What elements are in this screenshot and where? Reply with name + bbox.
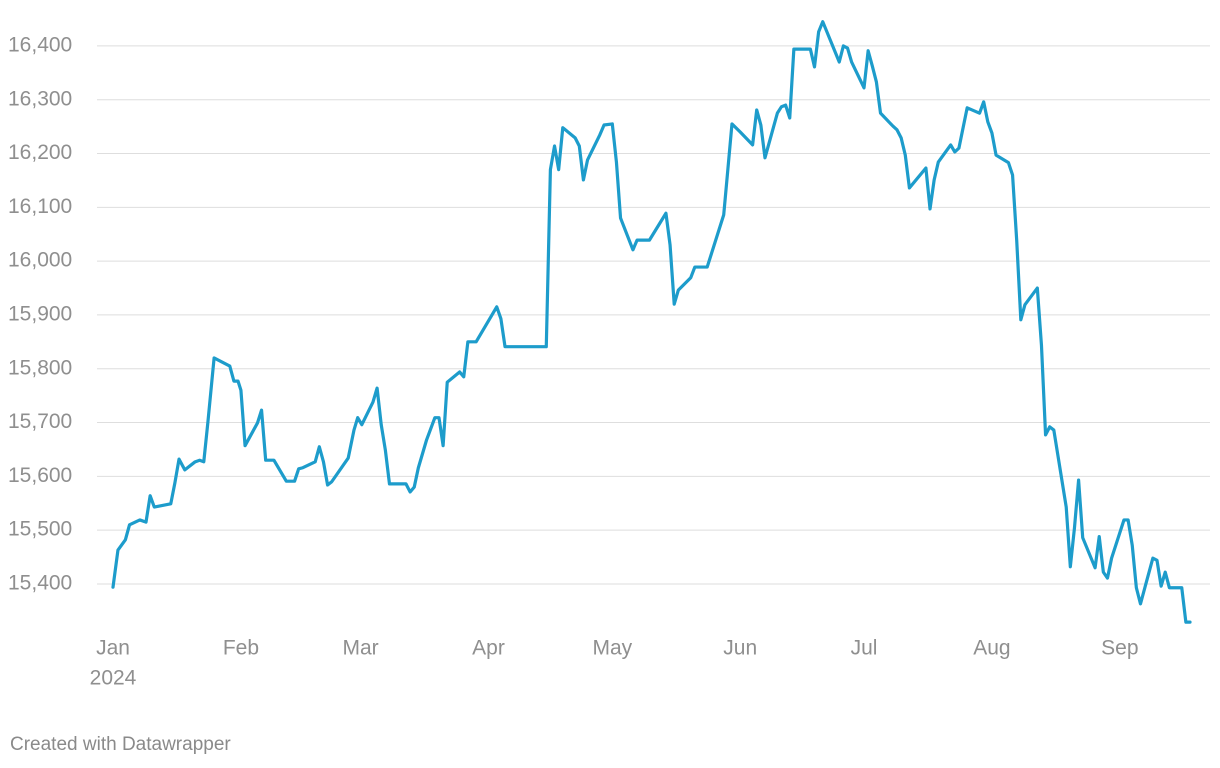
y-tick-label: 16,400 (8, 33, 72, 56)
y-tick-label: 15,700 (8, 410, 72, 433)
x-tick-label: Jul (851, 637, 878, 660)
x-year-label: 2024 (90, 667, 137, 690)
x-tick-label: Mar (343, 637, 379, 660)
x-tick-label: Jun (723, 637, 757, 660)
line-series (111, 20, 1192, 624)
x-tick-label: Jan (96, 637, 130, 660)
x-tick-label: Aug (973, 637, 1010, 660)
x-tick-label: May (592, 637, 632, 660)
credit: Created with Datawrapper (10, 734, 231, 755)
y-tick-label: 15,400 (8, 572, 72, 595)
y-tick-label: 15,500 (8, 518, 72, 541)
y-tick-label: 16,000 (8, 249, 72, 272)
y-tick-label: 16,200 (8, 141, 72, 164)
y-tick-label: 15,900 (8, 302, 72, 325)
x-tick-label: Sep (1101, 637, 1138, 660)
y-tick-label: 16,300 (8, 87, 72, 110)
x-tick-label: Feb (223, 637, 259, 660)
y-tick-label: 15,600 (8, 464, 72, 487)
x-tick-label: Apr (472, 637, 505, 660)
y-tick-label: 15,800 (8, 356, 72, 379)
y-tick-label: 16,100 (8, 195, 72, 218)
